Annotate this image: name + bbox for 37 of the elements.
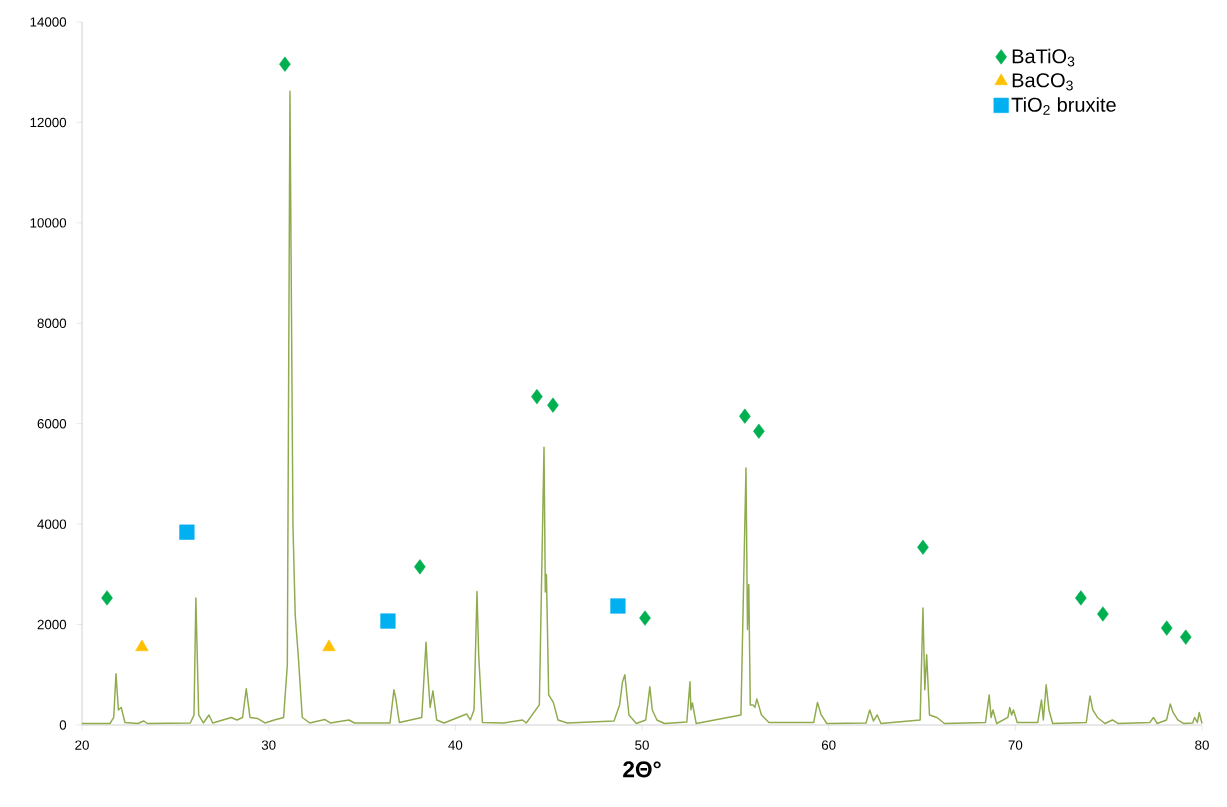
point xyxy=(279,56,291,72)
point xyxy=(135,639,149,652)
point xyxy=(531,388,543,405)
point xyxy=(414,559,426,575)
legend-label: BaCO$_{3}$ xyxy=(1012,73,1073,91)
point xyxy=(639,610,651,626)
point xyxy=(610,598,626,614)
point xyxy=(1180,629,1192,645)
y-tick-label: 6000 xyxy=(37,419,67,429)
x-tick-label: 80 xyxy=(1195,740,1209,750)
legend-label: TiO$_{2}$ bruxite xyxy=(1011,97,1116,115)
y-tick-label: 4000 xyxy=(37,519,67,529)
x-tick-label: 70 xyxy=(1008,740,1023,750)
point xyxy=(917,539,929,555)
y-tick-label: 12000 xyxy=(30,117,67,128)
x-tick-label: 60 xyxy=(821,740,836,750)
y-tick-label: 14000 xyxy=(30,17,67,27)
point xyxy=(322,639,336,652)
point xyxy=(1075,590,1087,606)
x-tick-label: 30 xyxy=(261,740,276,750)
y-tick-label: 10000 xyxy=(30,218,67,228)
point xyxy=(739,408,751,424)
y-tick-label: 8000 xyxy=(37,318,67,328)
y-tick-label: 2000 xyxy=(37,619,67,630)
point xyxy=(1097,606,1109,622)
y-tick-label: 0 xyxy=(59,720,67,730)
legend-label: BaTiO$_{3}$ xyxy=(1012,48,1075,67)
x-axis-title: 2Θ° xyxy=(623,761,661,778)
point xyxy=(547,397,559,413)
point xyxy=(753,423,765,439)
point xyxy=(179,524,195,540)
point xyxy=(101,590,113,606)
x-tick-label: 20 xyxy=(75,740,89,750)
point xyxy=(1160,620,1173,636)
point xyxy=(380,613,396,629)
x-tick-label: 40 xyxy=(448,740,463,750)
x-tick-label: 50 xyxy=(635,740,649,750)
